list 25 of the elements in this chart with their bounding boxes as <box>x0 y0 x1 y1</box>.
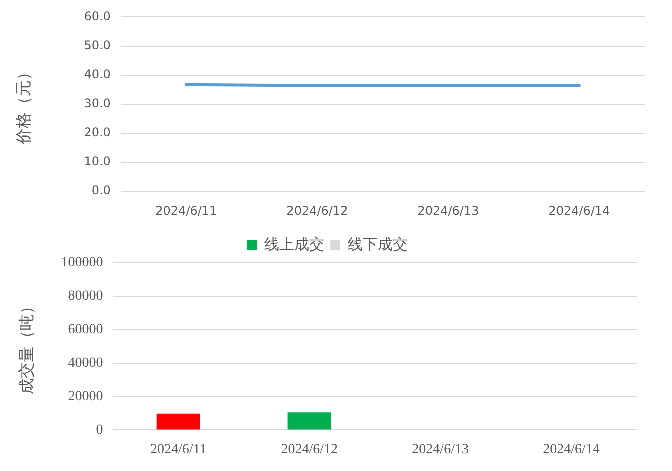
x-tick-label: 2024/6/13 <box>412 442 469 458</box>
y-tick-label: 20000 <box>68 389 104 404</box>
legend-label: 线上成交 <box>264 235 324 254</box>
y-tick-label: 30.0 <box>84 96 111 111</box>
x-tick-label: 2024/6/11 <box>150 442 207 458</box>
y-tick-label: 50.0 <box>84 38 111 52</box>
x-tick-label: 2024/6/13 <box>418 204 480 218</box>
x-tick-label: 2024/6/14 <box>543 442 600 458</box>
y-tick-label: 10.0 <box>84 154 111 169</box>
legend-label: 线下成交 <box>348 235 408 254</box>
y-tick-label: 40000 <box>68 356 104 371</box>
y-tick-label: 60000 <box>68 322 104 338</box>
y-tick-label: 80000 <box>68 289 104 304</box>
x-tick-label: 2024/6/12 <box>286 204 348 218</box>
y-axis-title: 价格（元） <box>14 64 33 146</box>
x-tick-label: 2024/6/14 <box>548 204 610 218</box>
x-tick-label: 2024/6/12 <box>281 442 338 458</box>
y-tick-label: 20.0 <box>84 126 111 140</box>
y-tick-label: 100000 <box>61 256 104 271</box>
y-tick-label: 40.0 <box>84 67 111 82</box>
y-tick-label: 60.0 <box>84 9 111 24</box>
x-tick-label: 2024/6/11 <box>156 204 218 218</box>
y-axis-title: 成交量（吨） <box>16 298 36 395</box>
y-tick-label: 0.0 <box>92 184 111 198</box>
y-tick-label: 0 <box>96 422 104 438</box>
